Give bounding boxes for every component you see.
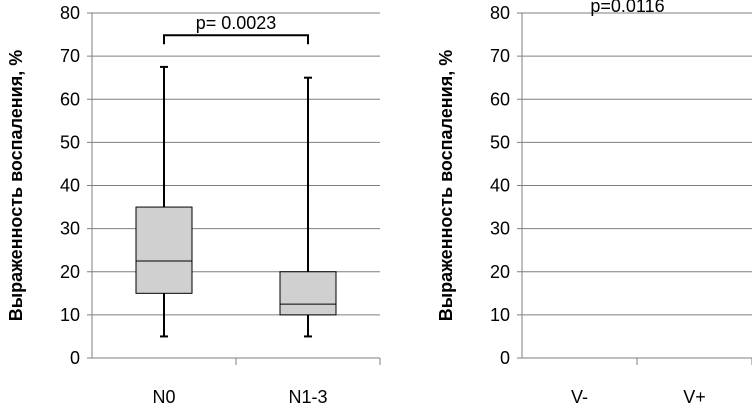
box-iqr xyxy=(279,271,337,316)
x-category-label: N1-3 xyxy=(288,387,327,407)
y-tick-label: 80 xyxy=(490,3,510,23)
y-tick-label: 60 xyxy=(60,89,80,109)
y-tick-label: 30 xyxy=(490,219,510,239)
y-tick-label: 60 xyxy=(490,89,510,109)
p-value-label: p= 0.0023 xyxy=(196,13,277,33)
y-tick-label: 20 xyxy=(60,262,80,282)
x-category-label: V+ xyxy=(683,387,706,407)
y-tick-label: 50 xyxy=(490,132,510,152)
y-tick-label: 20 xyxy=(490,262,510,282)
y-tick-label: 40 xyxy=(490,176,510,196)
y-tick-label: 0 xyxy=(500,348,510,368)
y-tick-label: 10 xyxy=(60,305,80,325)
y-tick-label: 10 xyxy=(490,305,510,325)
p-value-label: p=0.0116 xyxy=(590,0,664,16)
y-tick-label: 70 xyxy=(60,46,80,66)
y-axis-label: Выраженность воспаления, % xyxy=(436,50,456,321)
box-plot-N0 xyxy=(135,65,193,338)
box-iqr xyxy=(135,206,193,294)
box-plot-N1-3 xyxy=(279,76,337,338)
x-category-label: V- xyxy=(571,387,588,407)
chart-panel-right: 0 10 20 30 40 50 60 70 80 V- V+ Выраженность воспал… xyxy=(436,0,752,407)
x-category-label: N0 xyxy=(152,387,175,407)
y-tick-label: 0 xyxy=(70,348,80,368)
y-tick-label: 50 xyxy=(60,132,80,152)
y-tick-label: 70 xyxy=(490,46,510,66)
chart-panel-left: 0 10 20 30 40 50 60 70 80 N0 N1-3 Выраженность восп… xyxy=(6,3,381,407)
y-axis-label: Выраженность воспаления, % xyxy=(6,50,26,321)
significance-bracket xyxy=(163,34,309,45)
y-tick-label: 80 xyxy=(60,3,80,23)
y-tick-label: 30 xyxy=(60,219,80,239)
y-tick-label: 40 xyxy=(60,176,80,196)
